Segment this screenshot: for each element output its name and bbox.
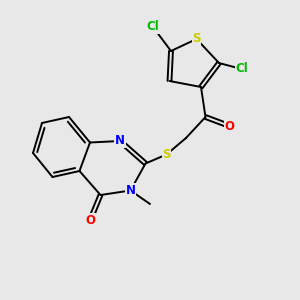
Text: Cl: Cl (147, 20, 159, 34)
Text: O: O (224, 119, 235, 133)
Text: S: S (162, 148, 171, 161)
Text: N: N (115, 134, 125, 148)
Text: S: S (192, 32, 201, 46)
Text: O: O (85, 214, 95, 227)
Text: Cl: Cl (235, 62, 248, 76)
Text: N: N (125, 184, 136, 197)
